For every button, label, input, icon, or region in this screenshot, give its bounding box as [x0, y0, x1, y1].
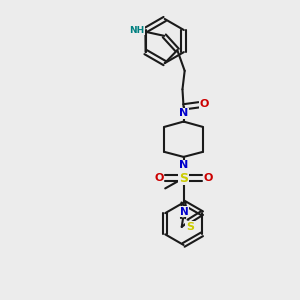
Text: O: O: [204, 173, 213, 183]
Text: S: S: [186, 222, 194, 232]
Text: N: N: [180, 207, 189, 217]
Text: S: S: [179, 172, 188, 184]
Text: N: N: [179, 160, 188, 170]
Text: O: O: [200, 99, 209, 109]
Text: O: O: [154, 173, 164, 183]
Text: NH: NH: [129, 26, 144, 35]
Text: N: N: [186, 223, 194, 233]
Text: N: N: [179, 108, 188, 118]
